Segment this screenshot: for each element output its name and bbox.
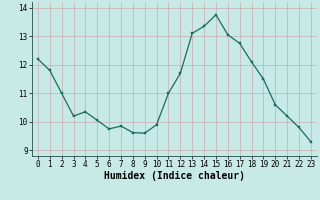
X-axis label: Humidex (Indice chaleur): Humidex (Indice chaleur) — [104, 171, 245, 181]
